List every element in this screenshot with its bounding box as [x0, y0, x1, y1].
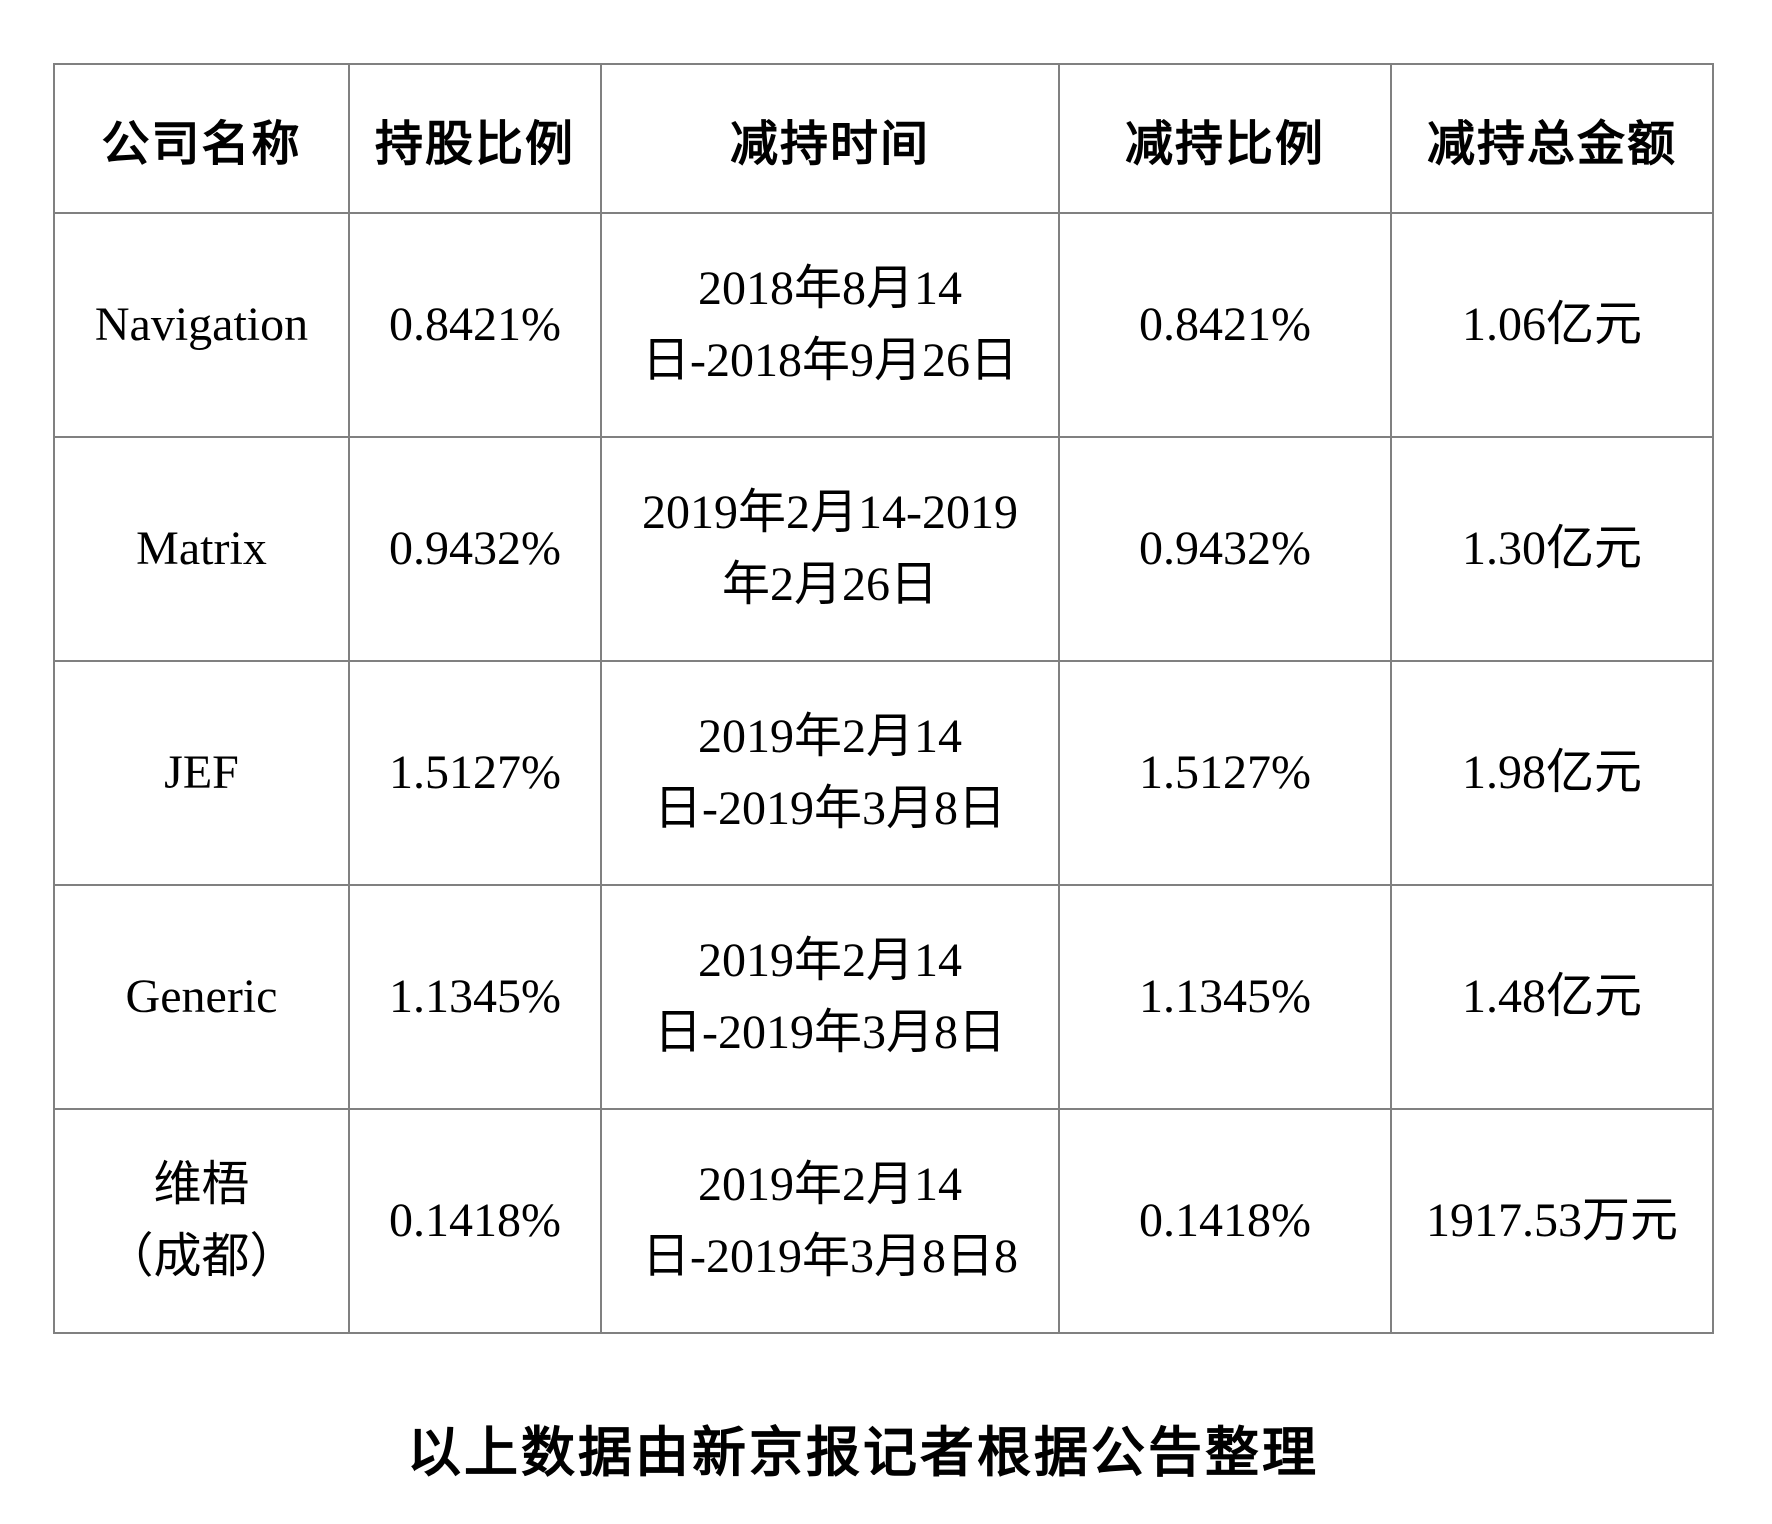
cell-holding-ratio: 0.1418%: [348, 1108, 602, 1334]
table-row: Matrix 0.9432% 2019年2月14-2019 年2月26日 0.9…: [53, 436, 1714, 662]
table-row: 维梧 （成都） 0.1418% 2019年2月14 日-2019年3月8日8 0…: [53, 1108, 1714, 1334]
cell-reduction-ratio: 0.8421%: [1058, 212, 1392, 438]
cell-reduction-period: 2019年2月14 日-2019年3月8日8: [600, 1108, 1060, 1334]
column-header-reduction-amount: 减持总金额: [1390, 63, 1714, 214]
cell-reduction-amount: 1.30亿元: [1390, 436, 1714, 662]
source-note: 以上数据由新京报记者根据公告整理: [407, 1423, 1319, 1483]
cell-reduction-amount: 1.06亿元: [1390, 212, 1714, 438]
cell-reduction-amount: 1.98亿元: [1390, 660, 1714, 886]
table-row: JEF 1.5127% 2019年2月14 日-2019年3月8日 1.5127…: [53, 660, 1714, 886]
cell-reduction-ratio: 1.1345%: [1058, 884, 1392, 1110]
cell-reduction-ratio: 1.5127%: [1058, 660, 1392, 886]
cell-company: Matrix: [53, 436, 350, 662]
header-row: 公司名称 持股比例 减持时间 减持比例 减持总金额: [53, 63, 1714, 214]
cell-reduction-ratio: 0.1418%: [1058, 1108, 1392, 1334]
cell-company: JEF: [53, 660, 350, 886]
cell-company: Generic: [53, 884, 350, 1110]
cell-reduction-amount: 1.48亿元: [1390, 884, 1714, 1110]
cell-reduction-amount: 1917.53万元: [1390, 1108, 1714, 1334]
cell-reduction-period: 2019年2月14-2019 年2月26日: [600, 436, 1060, 662]
shareholding-table: 公司名称 持股比例 减持时间 减持比例 减持总金额 Navigation 0.8…: [53, 63, 1714, 1334]
cell-company: Navigation: [53, 212, 350, 438]
column-header-reduction-period: 减持时间: [600, 63, 1060, 214]
cell-reduction-period: 2018年8月14 日-2018年9月26日: [600, 212, 1060, 438]
cell-holding-ratio: 0.9432%: [348, 436, 602, 662]
table-row: Generic 1.1345% 2019年2月14 日-2019年3月8日 1.…: [53, 884, 1714, 1110]
cell-company: 维梧 （成都）: [53, 1108, 350, 1334]
cell-holding-ratio: 0.8421%: [348, 212, 602, 438]
cell-reduction-period: 2019年2月14 日-2019年3月8日: [600, 660, 1060, 886]
cell-holding-ratio: 1.1345%: [348, 884, 602, 1110]
table-row: Navigation 0.8421% 2018年8月14 日-2018年9月26…: [53, 212, 1714, 438]
column-header-reduction-ratio: 减持比例: [1058, 63, 1392, 214]
column-header-company: 公司名称: [53, 63, 350, 214]
cell-holding-ratio: 1.5127%: [348, 660, 602, 886]
column-header-holding-ratio: 持股比例: [348, 63, 602, 214]
cell-reduction-ratio: 0.9432%: [1058, 436, 1392, 662]
cell-reduction-period: 2019年2月14 日-2019年3月8日: [600, 884, 1060, 1110]
